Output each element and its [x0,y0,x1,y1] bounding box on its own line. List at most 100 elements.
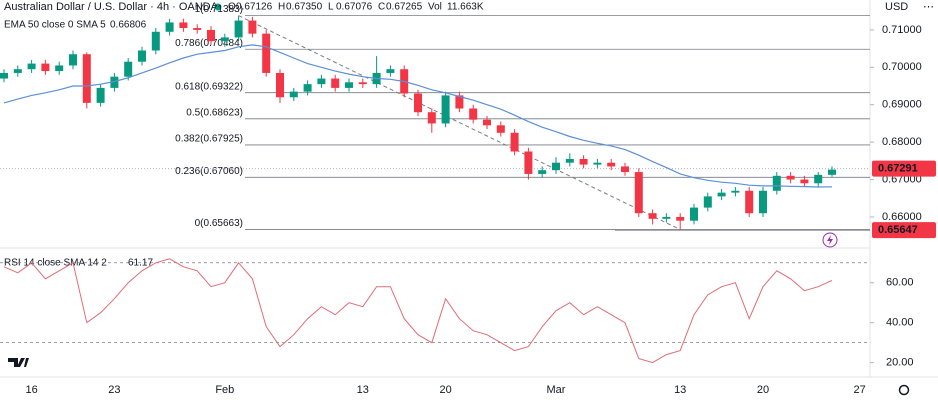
candle-body [331,78,340,88]
candle-body [441,95,450,124]
lightning-icon [822,232,838,248]
candle-body [814,174,823,184]
candle-body [579,158,588,165]
candle-body [0,72,8,79]
rsi-line [3,258,833,364]
y-tick-label: 0.69000 [882,99,922,111]
fib-label: 0.618(0.69322) [175,81,243,92]
candle-body [772,175,781,191]
candle-body [207,29,215,42]
fib-label: 1(0.71383) [195,4,243,15]
candle-body [345,82,353,88]
candle-body [786,175,795,180]
price-tag-label: 0.67291 [878,163,918,175]
candle-body [607,162,616,167]
candle-body [138,50,146,62]
trend-line [238,15,681,231]
rsi-tick-label: 40.00 [886,317,914,329]
candle-body [289,91,298,98]
x-tick-label: 20 [439,384,451,396]
candle-body [662,216,671,219]
x-tick-label: 16 [25,384,37,396]
candle-body [634,172,643,214]
candle-body [538,170,547,174]
ohlc-value: 0.67265 [386,2,423,13]
candle-body [621,166,629,173]
candle-body [414,93,422,113]
y-tick-label: 0.70000 [882,61,922,73]
ohlc-prefix: H [278,2,285,13]
x-tick-label: Feb [215,384,234,396]
candle-body [27,63,36,70]
candle-body [124,61,133,77]
candle-body [179,22,188,29]
candle-body [303,84,312,92]
candle-body [703,196,712,208]
candle-body [220,37,229,42]
candle-body [648,213,657,219]
volume-value: 11.663K [447,2,484,13]
y-tick-label: 0.66000 [882,211,922,223]
candle-body [731,190,740,193]
price-tag [872,160,936,177]
candle-body [552,162,560,171]
chart-title: Australian Dollar / U.S. Dollar · 4h · O… [4,1,219,13]
x-tick-label: 20 [757,384,769,396]
ema-line [3,44,833,188]
candle-body [13,69,22,73]
candle-body [717,192,726,197]
x-tick-label: 23 [108,384,120,396]
rsi-tick-label: 60.00 [886,277,914,289]
fib-label: 0.382(0.67925) [175,134,243,145]
x-tick-label: 13 [674,384,686,396]
settings-icon[interactable] [898,384,910,396]
ema-value: 0.66806 [110,20,147,31]
tradingview-logo [8,358,29,367]
candle-body [483,119,491,126]
candle-body [276,72,284,98]
candle-body [262,33,271,73]
rsi-value: 61.17 [128,258,153,269]
candle-body [234,20,243,38]
candle-body [690,207,698,221]
status-dot [214,3,222,11]
candle-body [427,112,436,124]
menu-dots[interactable]: ⋯ [923,1,934,13]
rsi-legend: RSI 14 close SMA 14 2 [4,258,107,269]
candle-body [82,54,91,103]
candle-body [386,69,395,73]
ohlc-prefix: C [378,2,385,13]
fib-label: 0(0.65663) [195,218,243,229]
candle-body [524,151,533,174]
price-tag-label: 0.65647 [878,224,918,236]
candle-body [800,179,809,184]
candle-body [41,63,50,72]
x-tick-label: Mar [547,384,566,396]
candle-body [745,190,754,214]
ema-legend: EMA 50 close 0 SMA 5 [4,20,106,31]
price-tag [872,222,936,239]
candle-body [151,31,160,51]
candle-body [193,28,202,30]
candle-body [565,158,574,163]
fib-label: 0.5(0.68623) [186,107,243,118]
candle-body [496,125,505,133]
x-tick-label: 13 [357,384,369,396]
candle-body [55,65,64,72]
ohlc-value: 0.67076 [336,2,373,13]
candle-body [96,87,105,103]
candle-body [593,162,602,165]
ohlc-value: 0.67350 [286,2,323,13]
ohlc-prefix: O [228,2,236,13]
volume-prefix: Vol [428,2,442,13]
ohlc-prefix: L [328,2,334,13]
candle-body [165,22,174,32]
candle-body [828,169,836,175]
y-tick-label: 0.68000 [882,136,922,148]
candle-body [455,95,464,109]
currency-label: USD [885,1,908,13]
x-tick-label: 27 [853,384,865,396]
y-tick-label: 0.71000 [882,24,922,36]
